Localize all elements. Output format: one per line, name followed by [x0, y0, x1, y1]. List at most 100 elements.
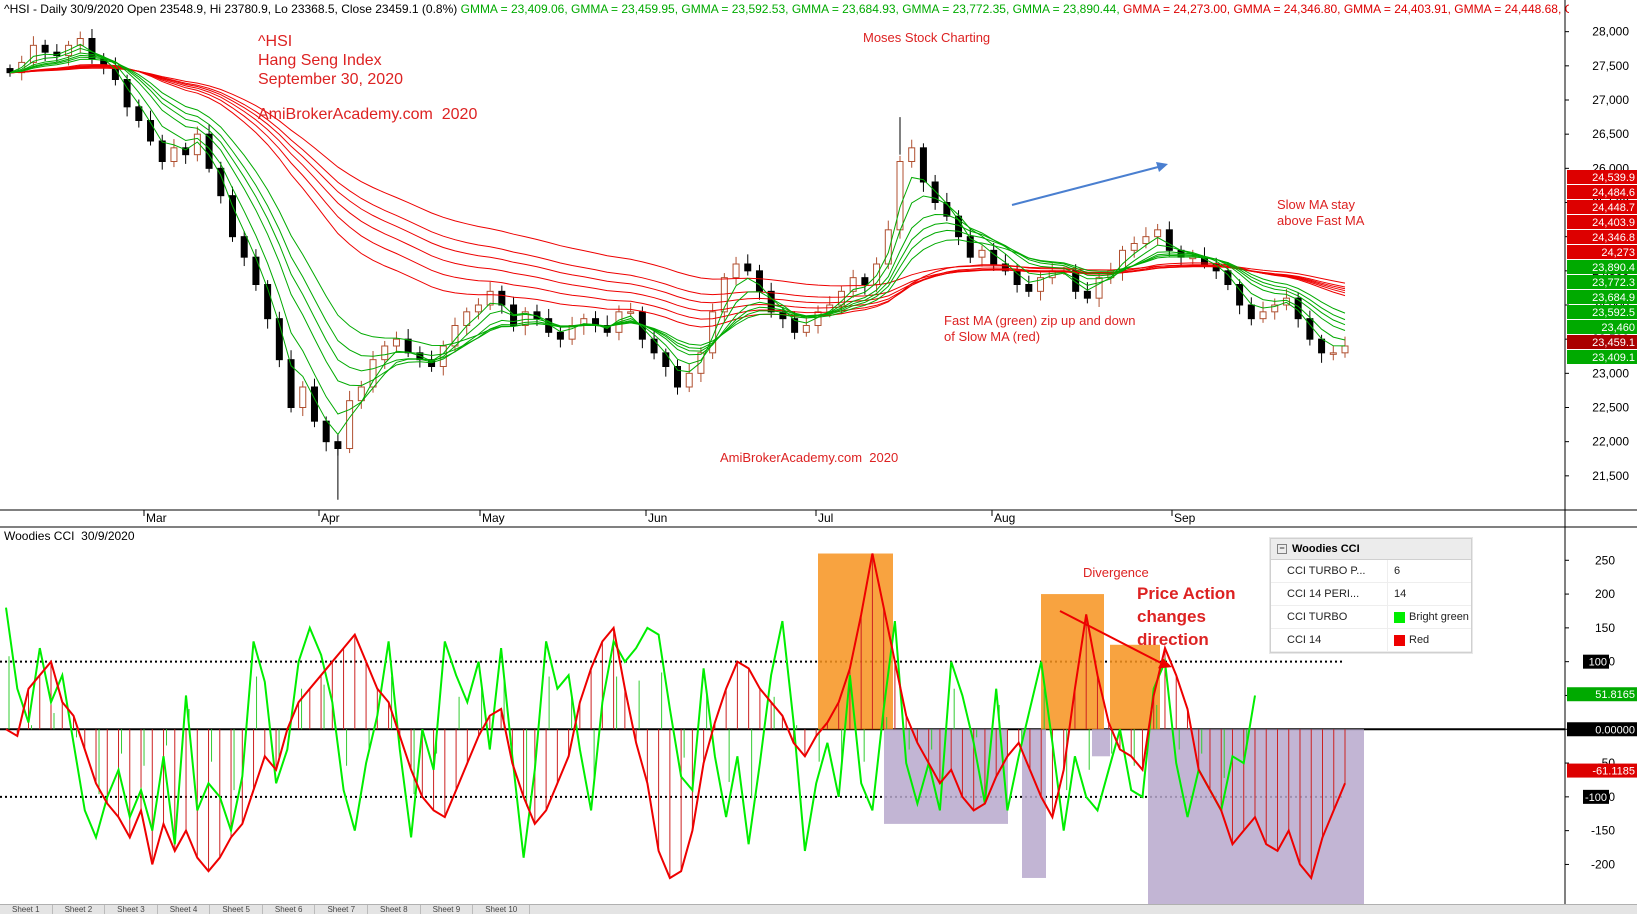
sheet-tab[interactable]: Sheet 7	[315, 905, 369, 914]
legend-panel-row[interactable]: CCI 14 PERI... 14	[1271, 583, 1471, 606]
candle-body	[908, 147, 916, 162]
price-value-tag-label: 24,448.7	[1592, 202, 1635, 214]
candle-body	[744, 263, 752, 272]
candle-body	[275, 318, 283, 361]
candle-body	[697, 352, 705, 374]
sheet-tab[interactable]: Sheet 1	[0, 905, 53, 914]
legend-panel-header[interactable]: − Woodies CCI	[1271, 539, 1471, 560]
price-value-tag	[1567, 335, 1637, 349]
annotation-hsi-ticker: ^HSI	[258, 33, 293, 50]
price-value-tag	[1567, 200, 1637, 214]
candle-body	[29, 44, 37, 63]
gmma-lines	[9, 43, 1346, 436]
price-value-tag-label: 23,772.3	[1592, 277, 1635, 289]
cci-level-tag	[1583, 654, 1609, 669]
candle-body	[978, 249, 986, 258]
cci-level-tag-label: 100	[1589, 657, 1607, 669]
cci-highlight-zone	[1110, 644, 1160, 730]
price-value-tag-label: 23,592.5	[1592, 307, 1635, 319]
price-value-tag-label: 24,346.8	[1592, 232, 1635, 244]
legend-panel-key: CCI TURBO	[1287, 611, 1348, 623]
candle-body	[943, 202, 951, 217]
candle-body	[1025, 284, 1033, 292]
candle-body	[346, 400, 354, 449]
gmma-header-value: GMMA = 23,592.53,	[678, 2, 789, 16]
price-tick-label: 26,500	[1592, 127, 1629, 141]
candle-body	[931, 181, 939, 203]
sheet-tab[interactable]: Sheet 10	[473, 905, 531, 914]
candle-body	[767, 290, 775, 313]
candle-body	[1329, 352, 1337, 355]
candle-body	[1318, 338, 1326, 354]
legend-panel-row[interactable]: CCI TURBO Bright green	[1271, 606, 1471, 629]
price-value-tag	[1567, 350, 1637, 364]
trend-arrow	[1011, 165, 1163, 206]
candle-body	[240, 236, 248, 258]
annotation-fast-ma: Fast MA (green) zip up and down of Slow …	[944, 313, 1136, 345]
month-label: Sep	[1174, 511, 1196, 525]
cci-tick-label: 250	[1595, 553, 1615, 567]
sheet-tab[interactable]: Sheet 3	[105, 905, 158, 914]
candle-body	[685, 372, 693, 388]
annotation-slow-ma: Slow MA stay above Fast MA	[1277, 197, 1364, 229]
legend-panel-value: Red	[1387, 629, 1471, 651]
month-label: Mar	[146, 511, 167, 525]
price-value-tag	[1567, 170, 1637, 184]
gmma-fast-line	[9, 58, 1346, 347]
candle-body	[76, 38, 84, 46]
gmma-header-value: GMMA = 24,448.68,	[1450, 2, 1562, 16]
price-tick-label: 28,000	[1592, 25, 1629, 39]
candle-body	[896, 161, 904, 231]
cci-header: Woodies CCI 30/9/2020	[4, 529, 135, 543]
sheet-tab[interactable]: Sheet 8	[368, 905, 421, 914]
gmma-fast-line	[9, 52, 1346, 387]
cci-value-tag-label: 51.8165	[1595, 689, 1635, 701]
legend-panel-title: Woodies CCI	[1292, 543, 1360, 555]
collapse-icon[interactable]: −	[1277, 544, 1287, 554]
annotation-hsi-date: September 30, 2020	[258, 71, 403, 88]
price-tick-label: 27,500	[1592, 59, 1629, 73]
annotation-slow-ma-line2: above Fast MA	[1277, 213, 1365, 228]
cci-level-tag-label: -100	[1585, 792, 1607, 804]
price-value-tag-label: 23,684.9	[1592, 292, 1635, 304]
candle-body	[1130, 243, 1138, 251]
candle-body	[556, 331, 564, 340]
sheet-tab[interactable]: Sheet 9	[421, 905, 474, 914]
legend-panel-row[interactable]: CCI 14 Red	[1271, 629, 1471, 652]
annotation-hsi: ^HSI Hang Seng Index September 30, 2020	[258, 32, 403, 89]
color-swatch-icon	[1394, 611, 1405, 623]
candle-body	[755, 270, 763, 292]
gmma-fast-line	[9, 56, 1346, 357]
candle-body	[627, 311, 635, 314]
sheet-tab[interactable]: Sheet 6	[263, 905, 316, 914]
sheet-tab[interactable]: Sheet 4	[158, 905, 211, 914]
cci-highlight-zone	[1092, 729, 1110, 757]
cci-value-tag-label: -61.1185	[1592, 766, 1635, 778]
candle-body	[299, 386, 307, 408]
price-value-tag	[1567, 275, 1637, 289]
price-value-tag	[1567, 245, 1637, 259]
cci-highlight-zone	[1022, 729, 1046, 878]
cci-turbo-line	[5, 607, 1256, 858]
sheet-tab[interactable]: Sheet 2	[53, 905, 106, 914]
price-value-tag-label: 24,273	[1601, 247, 1635, 259]
candle-body	[182, 147, 190, 156]
gmma-header-value: GMMA = 23,459.95,	[567, 2, 679, 16]
gmma-header-value: GMMA = 24,346.80,	[1230, 2, 1341, 16]
chart-title: ^HSI - Daily 30/9/2020 Open 23548.9, Hi …	[4, 2, 458, 16]
candle-body	[861, 277, 869, 285]
annotation-fast-ma-line2: of Slow MA (red)	[944, 329, 1041, 344]
candle-body	[791, 318, 799, 333]
price-tick-label: 23,000	[1592, 366, 1629, 380]
price-tick-label: 22,000	[1592, 435, 1629, 449]
legend-panel-row[interactable]: CCI TURBO P... 6	[1271, 560, 1471, 583]
sheet-tab[interactable]: Sheet 5	[210, 905, 263, 914]
month-label: Aug	[994, 511, 1015, 525]
candle-body	[474, 304, 482, 313]
cci-tick-label: 150	[1595, 621, 1615, 635]
candle-body	[966, 236, 974, 258]
candle-body	[357, 386, 365, 402]
sheet-tabs-bar: Sheet 1 Sheet 2 Sheet 3 Sheet 4 Sheet 5 Sheet…	[0, 904, 1637, 914]
month-label: May	[482, 511, 505, 525]
candle-body	[919, 147, 927, 183]
